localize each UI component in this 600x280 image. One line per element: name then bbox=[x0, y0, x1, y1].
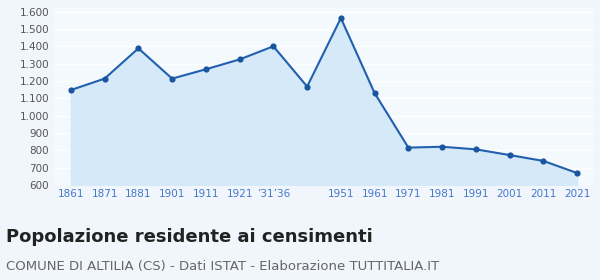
Point bbox=[167, 76, 177, 81]
Point bbox=[66, 88, 76, 92]
Point bbox=[336, 16, 346, 20]
Text: Popolazione residente ai censimenti: Popolazione residente ai censimenti bbox=[6, 228, 373, 246]
Point bbox=[505, 153, 514, 157]
Point bbox=[100, 76, 109, 81]
Point bbox=[235, 57, 244, 62]
Point bbox=[370, 91, 379, 95]
Point bbox=[404, 145, 413, 150]
Point bbox=[134, 46, 143, 51]
Point bbox=[201, 67, 211, 71]
Point bbox=[539, 159, 548, 163]
Text: COMUNE DI ALTILIA (CS) - Dati ISTAT - Elaborazione TUTTITALIA.IT: COMUNE DI ALTILIA (CS) - Dati ISTAT - El… bbox=[6, 260, 439, 273]
Point bbox=[437, 144, 447, 149]
Point bbox=[572, 171, 582, 175]
Point bbox=[302, 84, 312, 89]
Point bbox=[269, 44, 278, 48]
Point bbox=[471, 147, 481, 151]
